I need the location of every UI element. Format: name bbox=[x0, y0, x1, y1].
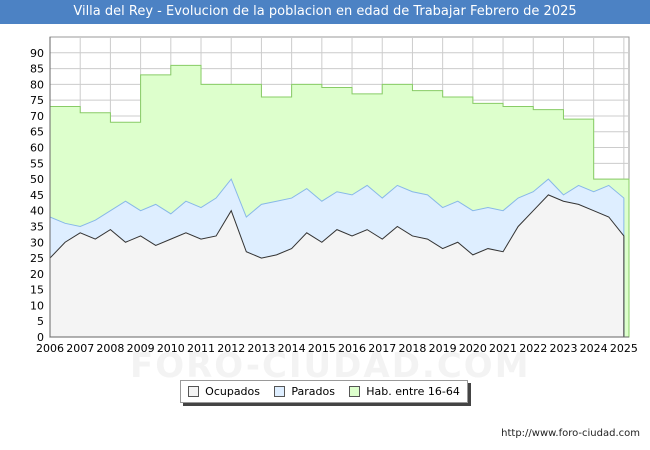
y-tick-label: 35 bbox=[30, 220, 44, 233]
y-tick-label: 90 bbox=[30, 47, 44, 60]
legend-swatch-hab bbox=[349, 386, 361, 397]
y-tick-label: 25 bbox=[30, 252, 44, 265]
x-tick-label: 2010 bbox=[157, 342, 185, 355]
x-tick-label: 2019 bbox=[429, 342, 457, 355]
y-tick-label: 10 bbox=[30, 299, 44, 312]
x-tick-label: 2022 bbox=[519, 342, 547, 355]
x-tick-label: 2025 bbox=[610, 342, 638, 355]
y-tick-label: 85 bbox=[30, 63, 44, 76]
x-tick-label: 2011 bbox=[187, 342, 215, 355]
legend-swatch-ocupados bbox=[188, 386, 200, 397]
x-tick-label: 2008 bbox=[96, 342, 124, 355]
x-tick-label: 2018 bbox=[398, 342, 426, 355]
legend-item-parados: Parados bbox=[274, 385, 335, 398]
legend-swatch-parados bbox=[274, 386, 286, 397]
y-tick-label: 5 bbox=[37, 315, 44, 328]
footer-url-link[interactable]: http://www.foro-ciudad.com bbox=[501, 428, 640, 439]
x-tick-label: 2021 bbox=[489, 342, 517, 355]
y-tick-label: 45 bbox=[30, 189, 44, 202]
chart-plot: 0510152025303540455055606570758085902006… bbox=[30, 36, 638, 355]
y-tick-label: 80 bbox=[30, 78, 44, 91]
x-tick-label: 2017 bbox=[368, 342, 396, 355]
legend-label-ocupados: Ocupados bbox=[205, 385, 261, 398]
x-tick-label: 2006 bbox=[36, 342, 64, 355]
x-tick-label: 2014 bbox=[278, 342, 306, 355]
y-tick-label: 65 bbox=[30, 126, 44, 139]
y-tick-label: 20 bbox=[30, 268, 44, 281]
legend-label-hab: Hab. entre 16-64 bbox=[366, 385, 460, 398]
x-tick-label: 2015 bbox=[308, 342, 336, 355]
x-tick-label: 2016 bbox=[338, 342, 366, 355]
y-tick-label: 0 bbox=[37, 331, 44, 344]
y-tick-label: 55 bbox=[30, 157, 44, 170]
y-tick-label: 40 bbox=[30, 205, 44, 218]
chart-legend: Ocupados Parados Hab. entre 16-64 bbox=[180, 380, 468, 403]
y-tick-label: 75 bbox=[30, 94, 44, 107]
legend-item-ocupados: Ocupados bbox=[188, 385, 260, 398]
legend-item-hab: Hab. entre 16-64 bbox=[349, 385, 460, 398]
x-tick-label: 2009 bbox=[127, 342, 155, 355]
x-tick-label: 2020 bbox=[459, 342, 487, 355]
y-tick-label: 30 bbox=[30, 236, 44, 249]
x-tick-label: 2007 bbox=[66, 342, 94, 355]
x-tick-label: 2013 bbox=[247, 342, 275, 355]
legend-label-parados: Parados bbox=[291, 385, 335, 398]
y-tick-label: 50 bbox=[30, 173, 44, 186]
series-area-ocupados bbox=[49, 194, 625, 338]
x-tick-label: 2024 bbox=[580, 342, 608, 355]
x-tick-label: 2012 bbox=[217, 342, 245, 355]
watermark-text: FORO-CIUDAD.COM bbox=[130, 346, 531, 386]
y-tick-label: 60 bbox=[30, 142, 44, 155]
y-tick-label: 70 bbox=[30, 110, 44, 123]
y-tick-label: 15 bbox=[30, 284, 44, 297]
chart-title: Villa del Rey - Evolucion de la poblacio… bbox=[0, 0, 650, 24]
x-tick-label: 2023 bbox=[549, 342, 577, 355]
